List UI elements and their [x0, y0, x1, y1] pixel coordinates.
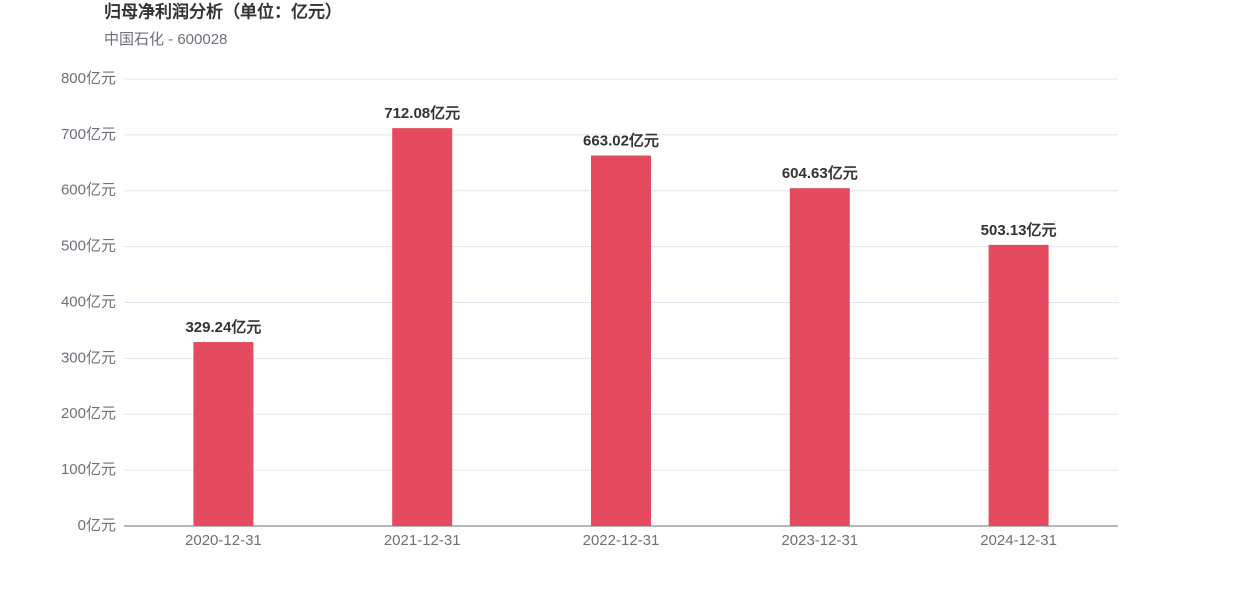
data-label: 503.13亿元 [981, 221, 1057, 239]
data-label: 663.02亿元 [583, 132, 659, 150]
y-tick-label: 700亿元 [61, 126, 116, 143]
y-tick-label: 600亿元 [61, 182, 116, 199]
y-tick-label: 300亿元 [61, 349, 116, 366]
data-label: 712.08亿元 [384, 104, 460, 122]
bar [789, 188, 850, 526]
y-tick-label: 0亿元 [78, 517, 116, 534]
x-tick-label: 2022-12-31 [583, 532, 660, 549]
bar [193, 342, 254, 526]
data-label: 329.24亿元 [185, 318, 261, 336]
y-tick-label: 200亿元 [61, 405, 116, 422]
chart-title: 归母净利润分析（单位：亿元） [104, 1, 342, 21]
y-tick-label: 800亿元 [61, 70, 116, 87]
bar [591, 155, 651, 526]
x-tick-label: 2021-12-31 [384, 532, 461, 549]
y-tick-label: 100亿元 [61, 461, 116, 478]
y-tick-label: 400亿元 [61, 293, 116, 310]
bar [392, 128, 453, 526]
x-tick-label: 2020-12-31 [185, 532, 262, 549]
bar [988, 244, 1049, 527]
y-tick-label: 500亿元 [61, 238, 116, 255]
data-label: 604.63亿元 [782, 164, 858, 182]
x-tick-label: 2023-12-31 [781, 532, 858, 549]
chart-subtitle: 中国石化 - 600028 [104, 31, 227, 48]
x-tick-label: 2024-12-31 [980, 532, 1057, 549]
